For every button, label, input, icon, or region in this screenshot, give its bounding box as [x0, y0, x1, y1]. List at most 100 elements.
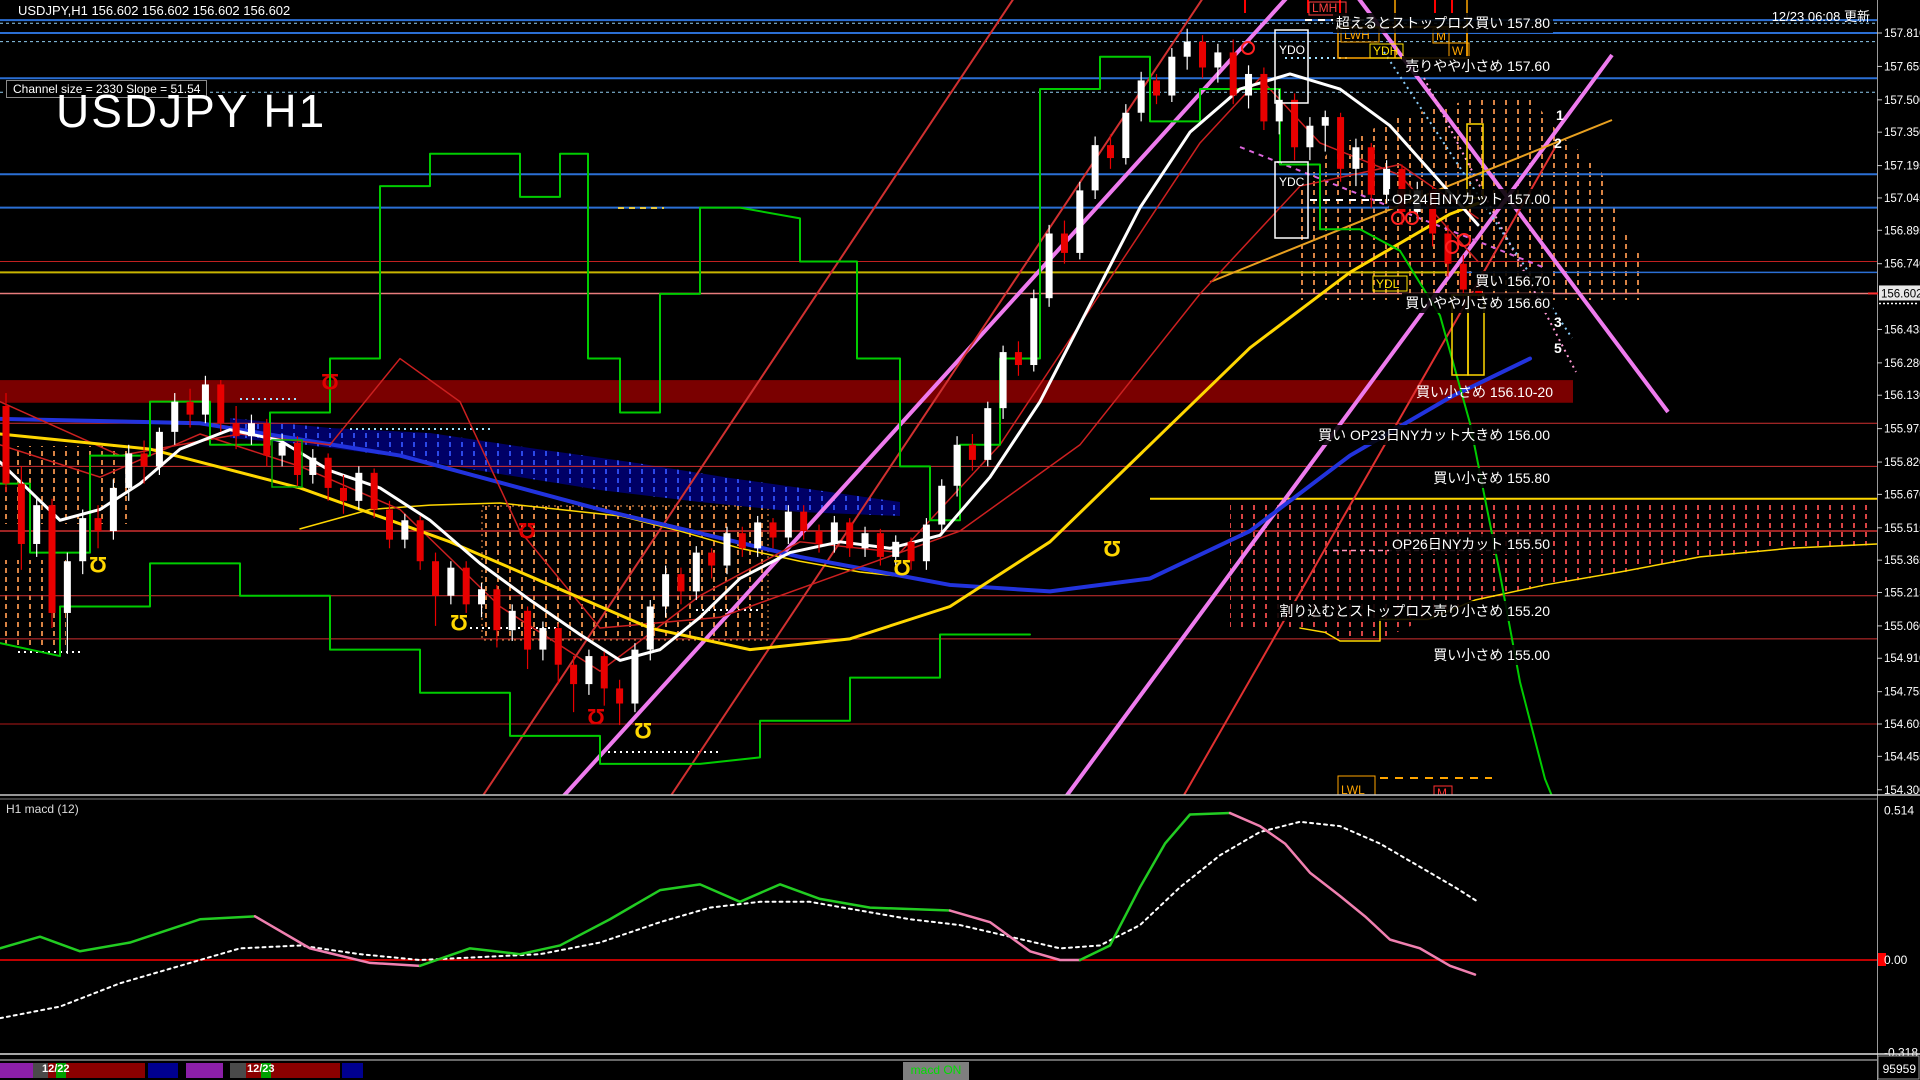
candle-bull [1383, 168, 1391, 195]
candle-bear [1291, 99, 1299, 148]
candle-bear [769, 522, 777, 538]
candle-bear [370, 472, 378, 510]
channel-info-label: Channel size = 2330 Slope = 51.54 [6, 80, 208, 98]
candle-bull [1137, 80, 1145, 113]
candle-bull [861, 533, 869, 549]
candle-bull [1168, 56, 1176, 96]
candle-bear [1199, 41, 1207, 68]
fan-line-number: 5 [1554, 340, 1562, 356]
candle-bear [968, 444, 976, 460]
candle-bull [171, 401, 179, 432]
candle-bull [1076, 190, 1084, 253]
candle-bear [815, 531, 823, 544]
candle-bull [953, 444, 961, 486]
candle-bear [554, 628, 562, 665]
fan-line-number: 1 [1556, 107, 1564, 123]
session-segment [186, 1063, 223, 1078]
candle-bull [692, 552, 700, 592]
candle-bull [355, 472, 363, 501]
candle-bear [1153, 80, 1160, 96]
candle-bull [999, 352, 1007, 409]
candle-bear [907, 541, 915, 562]
candle-bear [876, 533, 884, 557]
candle-bear [570, 664, 578, 685]
macd-axis-label: 0.514 [1884, 803, 1914, 817]
price-annotation: 買い小さめ 156.10-20 [1416, 384, 1553, 400]
candle-bull [754, 522, 762, 549]
level-box-label: YDC [1279, 175, 1305, 189]
candle-bull [201, 384, 209, 415]
candle-bear [140, 453, 148, 467]
candle-bear [432, 561, 440, 596]
ichimoku-cloud-orange [0, 560, 66, 646]
candle-bear [493, 589, 501, 631]
macd-toggle-button[interactable]: macd ON [903, 1062, 969, 1080]
candle-bear [324, 457, 332, 488]
signal-circle-red [1391, 211, 1405, 225]
date-label-1222: 12/22 [42, 1063, 70, 1075]
candle-bear [1060, 233, 1068, 253]
candle-bull [662, 574, 670, 607]
price-axis-label: 155.215 [1884, 587, 1920, 599]
candle-bull [723, 533, 731, 566]
price-axis-label: 155.365 [1884, 555, 1920, 567]
session-green-tick [56, 1063, 66, 1078]
channel-line [670, 0, 1203, 795]
price-axis-label: 154.455 [1884, 751, 1920, 763]
price-axis-label: 157.195 [1884, 161, 1920, 173]
candle-bull [1275, 99, 1283, 122]
signal-marker-yellow: Ω [450, 610, 468, 635]
macd-signal-line [0, 820, 1479, 1020]
signal-circle-red [1405, 211, 1419, 225]
price-axis-label: 156.280 [1884, 358, 1920, 370]
candle-bull [539, 628, 547, 650]
candle-bear [1337, 117, 1345, 169]
candle-bull [401, 520, 409, 540]
tag-box-ydl [1372, 275, 1408, 292]
signal-marker-yellow: Ω [1103, 536, 1121, 561]
price-annotation: 買い小さめ 155.80 [1430, 468, 1553, 488]
candle-bear [186, 401, 194, 415]
candle-bear [386, 509, 393, 540]
candle-bear [48, 505, 56, 613]
candle-bull [585, 656, 593, 685]
candle-bull [1321, 117, 1329, 126]
signal-marker-yellow: Ω [89, 552, 107, 577]
price-axis-label: 157.500 [1884, 95, 1920, 107]
candle-bull [155, 431, 163, 467]
signal-marker-yellow: Ω [893, 555, 911, 580]
candle-bear [616, 688, 624, 704]
candle-bull [309, 457, 317, 475]
price-axis-label: 156.895 [1884, 225, 1920, 237]
candle-bull [1306, 125, 1314, 148]
macd-main-line [948, 909, 1082, 962]
session-segment [342, 1063, 363, 1078]
price-axis-label: 155.515 [1884, 523, 1920, 535]
macd-panel [0, 811, 1877, 1020]
price-axis-label: 156.740 [1884, 259, 1920, 271]
current-price-tag [1879, 285, 1920, 301]
level-box-ydo [1274, 29, 1309, 104]
corner-value-box [1877, 1055, 1920, 1080]
tag-label-lwl: LWL [1341, 783, 1365, 797]
candle-bull [1122, 112, 1130, 159]
candle-bull [646, 606, 654, 650]
session-segment [48, 1063, 145, 1078]
price-axis-label: 154.755 [1884, 687, 1920, 699]
fan-line-number: 2 [1554, 135, 1562, 151]
candle-bull [63, 561, 71, 613]
tag-label-m: M [1436, 29, 1446, 43]
candle-bear [1106, 145, 1114, 159]
price-axis-label: 155.975 [1884, 424, 1920, 436]
level-box-label: YDO [1279, 43, 1305, 57]
candle-bear [1367, 147, 1375, 195]
price-axis-label: 157.045 [1884, 193, 1920, 205]
candle-bear [217, 384, 225, 424]
level-box [271, 439, 303, 488]
tag-box-lmh [1308, 1, 1347, 16]
channel-line [1182, 145, 1557, 795]
price-axis-label: 156.130 [1884, 390, 1920, 402]
candle-bear [94, 518, 102, 532]
